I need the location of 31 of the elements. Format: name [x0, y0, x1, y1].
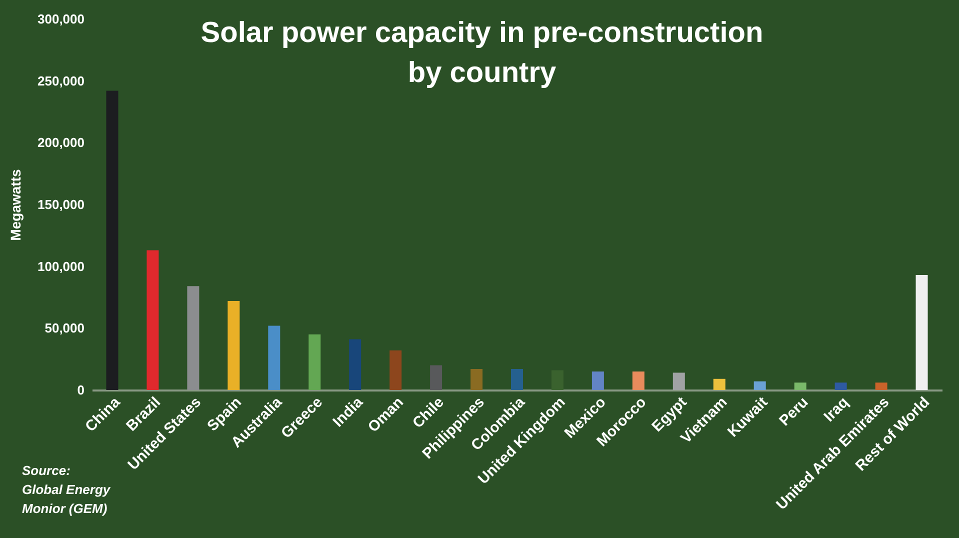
- bar: [349, 339, 362, 390]
- y-tick-label: 300,000: [38, 12, 84, 26]
- bar: [268, 326, 280, 390]
- bar: [308, 334, 321, 390]
- bar: [632, 371, 644, 390]
- y-tick-label: 200,000: [38, 135, 84, 150]
- bar: [390, 350, 402, 390]
- bar: [916, 274, 928, 390]
- y-axis-title: Megawatts: [8, 169, 24, 241]
- bar: [146, 250, 159, 390]
- bar: [672, 372, 685, 390]
- y-tick-label: 50,000: [44, 320, 84, 336]
- bar: [511, 368, 523, 390]
- bar: [794, 382, 806, 390]
- bar: [875, 382, 888, 390]
- bar: [754, 381, 766, 390]
- text: Solar power capacity in pre-construction by country: [200, 17, 764, 89]
- bar: [106, 90, 118, 390]
- bar: [187, 286, 200, 390]
- bar: [834, 382, 847, 390]
- bar: [551, 370, 564, 390]
- y-tick-label: 150,000: [38, 197, 84, 212]
- y-tick-label: 250,000: [38, 73, 84, 88]
- y-tick-label: 100,000: [38, 258, 84, 274]
- bar: [430, 365, 442, 390]
- bar: [470, 368, 483, 390]
- bar: [228, 300, 240, 390]
- bar: [713, 378, 726, 390]
- y-tick-label: 0: [77, 382, 84, 398]
- source-note: Source: Global Energy Monior (GEM): [22, 463, 111, 516]
- bar: [592, 371, 604, 390]
